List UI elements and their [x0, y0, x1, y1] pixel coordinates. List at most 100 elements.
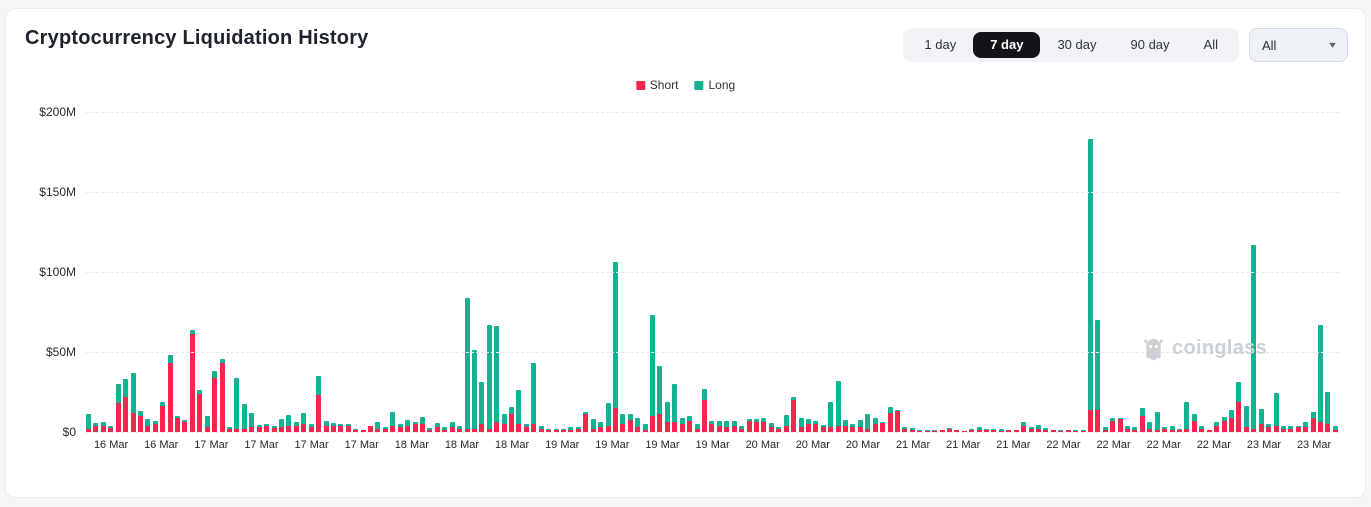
bar-group[interactable]	[746, 419, 752, 432]
bar-group[interactable]	[1280, 425, 1286, 432]
bar-group[interactable]	[123, 379, 129, 432]
bar-group[interactable]	[1177, 428, 1183, 432]
bar-group[interactable]	[100, 421, 106, 432]
bar-group[interactable]	[1087, 139, 1093, 432]
bar-group[interactable]	[1184, 402, 1190, 432]
bar-group[interactable]	[783, 415, 789, 432]
bar-group[interactable]	[501, 414, 507, 432]
bar-group[interactable]	[1228, 409, 1234, 432]
bar-group[interactable]	[449, 421, 455, 432]
range-button-30-day[interactable]: 30 day	[1040, 32, 1113, 58]
bar-group[interactable]	[353, 428, 359, 432]
bar-group[interactable]	[368, 425, 374, 432]
bar-group[interactable]	[286, 415, 292, 432]
bar-group[interactable]	[1139, 408, 1145, 432]
bar-group[interactable]	[575, 427, 581, 432]
bar-group[interactable]	[709, 420, 715, 432]
bar-group[interactable]	[227, 427, 233, 432]
bar-group[interactable]	[479, 382, 485, 432]
bar-group[interactable]	[137, 411, 143, 432]
bar-group[interactable]	[338, 424, 344, 432]
bar-group[interactable]	[471, 350, 477, 432]
bar-group[interactable]	[843, 420, 849, 432]
bar-group[interactable]	[1125, 425, 1131, 432]
bar-group[interactable]	[130, 372, 136, 432]
bar-group[interactable]	[278, 418, 284, 432]
bar-group[interactable]	[397, 424, 403, 432]
bar-group[interactable]	[739, 425, 745, 432]
bar-group[interactable]	[650, 315, 656, 432]
bar-group[interactable]	[464, 297, 470, 432]
bar-group[interactable]	[182, 420, 188, 432]
bar-group[interactable]	[271, 426, 277, 432]
bar-group[interactable]	[457, 425, 463, 432]
bar-group[interactable]	[1325, 392, 1331, 432]
legend-item-long[interactable]: Long	[694, 78, 735, 92]
bar-group[interactable]	[694, 424, 700, 432]
range-button-all[interactable]: All	[1187, 32, 1235, 58]
bar-group[interactable]	[486, 324, 492, 432]
bar-group[interactable]	[1162, 427, 1168, 432]
bar-group[interactable]	[212, 371, 218, 432]
bar-group[interactable]	[316, 376, 322, 432]
bar-group[interactable]	[894, 410, 900, 432]
bar-group[interactable]	[1243, 406, 1249, 432]
range-button-90-day[interactable]: 90 day	[1114, 32, 1187, 58]
bar-group[interactable]	[1043, 428, 1049, 432]
bar-group[interactable]	[828, 401, 834, 432]
bar-group[interactable]	[642, 424, 648, 432]
bar-group[interactable]	[160, 402, 166, 432]
bar-group[interactable]	[568, 427, 574, 432]
bar-group[interactable]	[946, 428, 952, 432]
bar-group[interactable]	[93, 423, 99, 432]
bar-group[interactable]	[1154, 412, 1160, 432]
bar-group[interactable]	[917, 430, 923, 432]
bar-group[interactable]	[531, 363, 537, 432]
bar-group[interactable]	[961, 430, 967, 432]
bar-group[interactable]	[791, 396, 797, 432]
bar-group[interactable]	[330, 423, 336, 432]
bar-group[interactable]	[419, 416, 425, 432]
bar-group[interactable]	[590, 419, 596, 432]
bar-group[interactable]	[167, 355, 173, 432]
bar-group[interactable]	[998, 429, 1004, 432]
bar-group[interactable]	[523, 424, 529, 432]
bar-group[interactable]	[1117, 417, 1123, 432]
bar-group[interactable]	[323, 420, 329, 432]
bar-group[interactable]	[887, 407, 893, 432]
bar-group[interactable]	[175, 416, 181, 432]
bar-group[interactable]	[932, 430, 938, 432]
bar-group[interactable]	[865, 414, 871, 432]
bar-group[interactable]	[1332, 426, 1338, 432]
bar-group[interactable]	[687, 416, 693, 432]
bar-group[interactable]	[538, 426, 544, 432]
bar-group[interactable]	[1206, 429, 1212, 432]
bar-group[interactable]	[768, 423, 774, 432]
bar-group[interactable]	[976, 427, 982, 432]
bar-group[interactable]	[197, 389, 203, 432]
bar-group[interactable]	[880, 422, 886, 432]
bar-group[interactable]	[405, 420, 411, 432]
bar-group[interactable]	[1273, 392, 1279, 432]
bar-group[interactable]	[301, 412, 307, 432]
bar-group[interactable]	[308, 424, 314, 432]
bar-group[interactable]	[902, 427, 908, 432]
bar-group[interactable]	[434, 423, 440, 432]
bar-group[interactable]	[390, 412, 396, 432]
bar-group[interactable]	[561, 428, 566, 432]
bar-group[interactable]	[345, 423, 351, 432]
bar-group[interactable]	[850, 424, 856, 432]
bar-group[interactable]	[798, 418, 804, 432]
bar-group[interactable]	[145, 419, 151, 432]
bar-group[interactable]	[954, 429, 960, 432]
bar-group[interactable]	[776, 427, 782, 432]
symbol-filter-dropdown[interactable]: All ▾	[1249, 28, 1348, 62]
range-button-7-day[interactable]: 7 day	[973, 32, 1041, 58]
bar-group[interactable]	[872, 418, 878, 432]
bar-group[interactable]	[702, 388, 708, 432]
bar-group[interactable]	[412, 421, 418, 432]
bar-group[interactable]	[1080, 430, 1086, 432]
bar-group[interactable]	[664, 402, 670, 432]
bar-group[interactable]	[657, 366, 663, 432]
bar-group[interactable]	[1065, 429, 1071, 432]
